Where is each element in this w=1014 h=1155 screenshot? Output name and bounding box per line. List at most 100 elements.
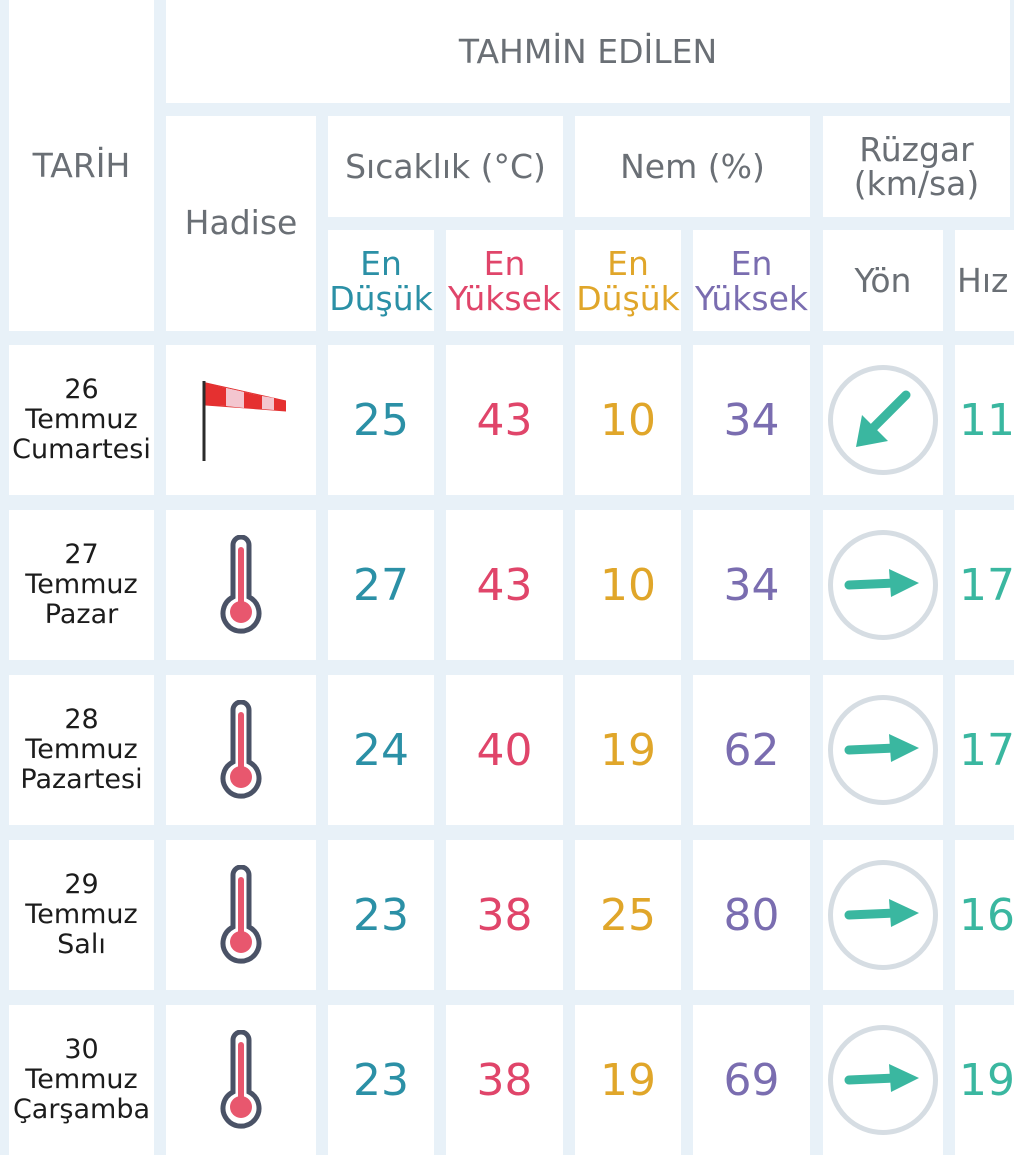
temp-max-value: 38 [476, 889, 533, 941]
wind-header-label: Rüzgar (km/sa) [853, 129, 980, 203]
row-day: 29 [64, 869, 99, 900]
thermometer-hot-icon [220, 535, 262, 634]
row-date-cell: 27 Temmuz Pazar [9, 510, 154, 660]
windsock-icon [202, 381, 286, 461]
wind-speed-value: 19 [959, 1054, 1014, 1106]
row-weekday: Pazar [44, 599, 119, 630]
date-column-header: TARİH [9, 0, 154, 331]
wind-direction-dial [828, 365, 938, 475]
row-day: 27 [64, 539, 99, 570]
row-temp-min: 27 [328, 510, 434, 660]
thermometer-hot-icon [220, 1030, 262, 1129]
row-hum-min: 10 [575, 345, 681, 495]
event-column-header: Hadise [166, 116, 316, 331]
forecast-header: TAHMİN EDİLEN [166, 0, 1010, 103]
row-wind-speed: 17 [955, 510, 1014, 660]
temp-max-value: 43 [476, 559, 533, 611]
wind-speed-value: 17 [959, 559, 1014, 611]
thermometer-hot-icon [220, 700, 262, 799]
east-arrow-icon [844, 569, 919, 597]
row-hum-min: 10 [575, 510, 681, 660]
hum-max-label: En Yüksek [694, 243, 808, 318]
row-weekday: Pazartesi [20, 764, 143, 795]
row-hum-min: 25 [575, 840, 681, 990]
wind-speed-header: Hız [955, 230, 1014, 331]
hum-max-header: En Yüksek [693, 230, 810, 331]
row-hum-min: 19 [575, 675, 681, 825]
hum-min-value: 10 [600, 559, 656, 611]
southwest-arrow-icon [856, 390, 911, 447]
hum-min-header: En Düşük [575, 230, 681, 331]
row-wind-speed: 11 [955, 345, 1014, 495]
row-event-cell [166, 840, 316, 990]
row-month: Temmuz [25, 404, 138, 435]
row-hum-max: 34 [693, 510, 810, 660]
hum-max-value: 34 [723, 394, 780, 446]
temp-min-value: 27 [353, 559, 409, 611]
temp-max-header: En Yüksek [446, 230, 563, 331]
hum-min-value: 19 [600, 724, 656, 776]
row-event-cell [166, 510, 316, 660]
row-wind-direction [823, 1005, 943, 1155]
row-weekday: Cumartesi [12, 434, 151, 465]
event-header-label: Hadise [184, 202, 298, 242]
wind-direction-label: Yön [854, 260, 912, 300]
temp-min-header: En Düşük [328, 230, 434, 331]
wind-speed-value: 17 [959, 724, 1014, 776]
row-date-cell: 26 Temmuz Cumartesi [9, 345, 154, 495]
row-wind-speed: 19 [955, 1005, 1014, 1155]
temp-min-value: 25 [353, 394, 409, 446]
row-event-cell [166, 675, 316, 825]
row-event-cell [166, 1005, 316, 1155]
row-weekday: Çarşamba [12, 1094, 151, 1125]
hum-min-value: 10 [600, 394, 656, 446]
row-temp-max: 43 [446, 510, 563, 660]
east-arrow-icon [844, 899, 919, 927]
row-temp-max: 38 [446, 840, 563, 990]
row-temp-max: 43 [446, 345, 563, 495]
temp-min-value: 23 [353, 1054, 409, 1106]
row-day: 30 [64, 1034, 99, 1065]
temp-min-value: 24 [353, 724, 409, 776]
row-wind-speed: 17 [955, 675, 1014, 825]
row-wind-speed: 16 [955, 840, 1014, 990]
wind-speed-value: 11 [959, 394, 1014, 446]
temperature-header-label: Sıcaklık (°C) [345, 146, 546, 186]
wind-speed-value: 16 [959, 889, 1014, 941]
temperature-header: Sıcaklık (°C) [328, 116, 563, 217]
row-temp-min: 23 [328, 840, 434, 990]
row-date-cell: 29 Temmuz Salı [9, 840, 154, 990]
wind-speed-label: Hız [957, 260, 1009, 300]
hum-min-value: 19 [600, 1054, 656, 1106]
row-month: Temmuz [25, 734, 138, 765]
wind-direction-dial [828, 695, 938, 805]
row-date-cell: 28 Temmuz Pazartesi [9, 675, 154, 825]
east-arrow-icon [844, 1064, 919, 1092]
row-wind-direction [823, 840, 943, 990]
temp-min-label: En Düşük [329, 243, 433, 318]
row-wind-direction [823, 675, 943, 825]
row-temp-min: 25 [328, 345, 434, 495]
hum-max-value: 62 [723, 724, 780, 776]
wind-direction-header: Yön [823, 230, 943, 331]
row-temp-min: 23 [328, 1005, 434, 1155]
row-month: Temmuz [25, 899, 138, 930]
hum-min-label: En Düşük [576, 243, 680, 318]
row-temp-max: 40 [446, 675, 563, 825]
row-weekday: Salı [57, 929, 106, 960]
row-hum-max: 80 [693, 840, 810, 990]
hum-max-value: 69 [723, 1054, 780, 1106]
wind-direction-dial [828, 860, 938, 970]
hum-min-value: 25 [600, 889, 656, 941]
wind-header: Rüzgar (km/sa) [823, 116, 1010, 217]
thermometer-hot-icon [220, 865, 262, 964]
row-hum-max: 34 [693, 345, 810, 495]
temp-min-value: 23 [353, 889, 409, 941]
humidity-header-label: Nem (%) [620, 146, 765, 186]
temp-max-value: 38 [476, 1054, 533, 1106]
row-hum-max: 62 [693, 675, 810, 825]
row-month: Temmuz [25, 569, 138, 600]
row-day: 26 [64, 374, 99, 405]
hum-max-value: 34 [723, 559, 780, 611]
forecast-header-label: TAHMİN EDİLEN [458, 31, 718, 71]
